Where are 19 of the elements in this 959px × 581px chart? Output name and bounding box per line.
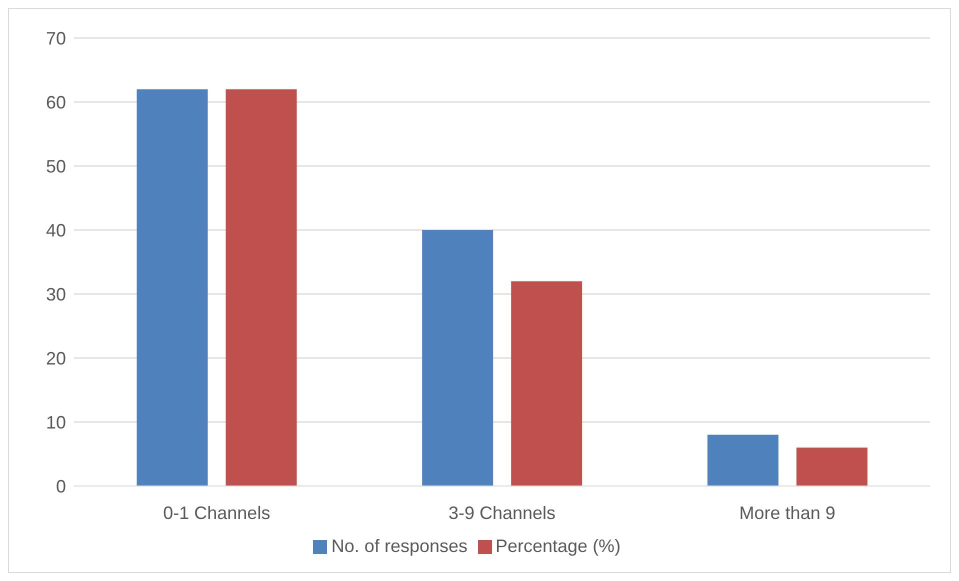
x-tick-label: More than 9 <box>739 502 836 523</box>
y-tick-label: 50 <box>46 156 66 176</box>
y-tick-label: 40 <box>46 220 66 240</box>
y-tick-label: 0 <box>56 476 66 496</box>
legend-label: No. of responses <box>331 536 468 556</box>
x-tick-label: 3-9 Channels <box>448 502 556 523</box>
y-tick-label: 10 <box>46 412 66 432</box>
x-tick-label: 0-1 Channels <box>163 502 270 523</box>
y-tick-label: 20 <box>46 348 66 368</box>
bar <box>796 448 868 486</box>
bar <box>707 434 778 486</box>
y-tick-label: 70 <box>46 28 66 48</box>
y-tick-label: 30 <box>46 284 66 304</box>
bar <box>422 230 494 486</box>
bar <box>226 89 297 486</box>
legend-label: Percentage (%) <box>496 536 621 556</box>
bar <box>136 89 208 486</box>
y-tick-label: 60 <box>46 92 66 112</box>
bar <box>511 281 582 486</box>
